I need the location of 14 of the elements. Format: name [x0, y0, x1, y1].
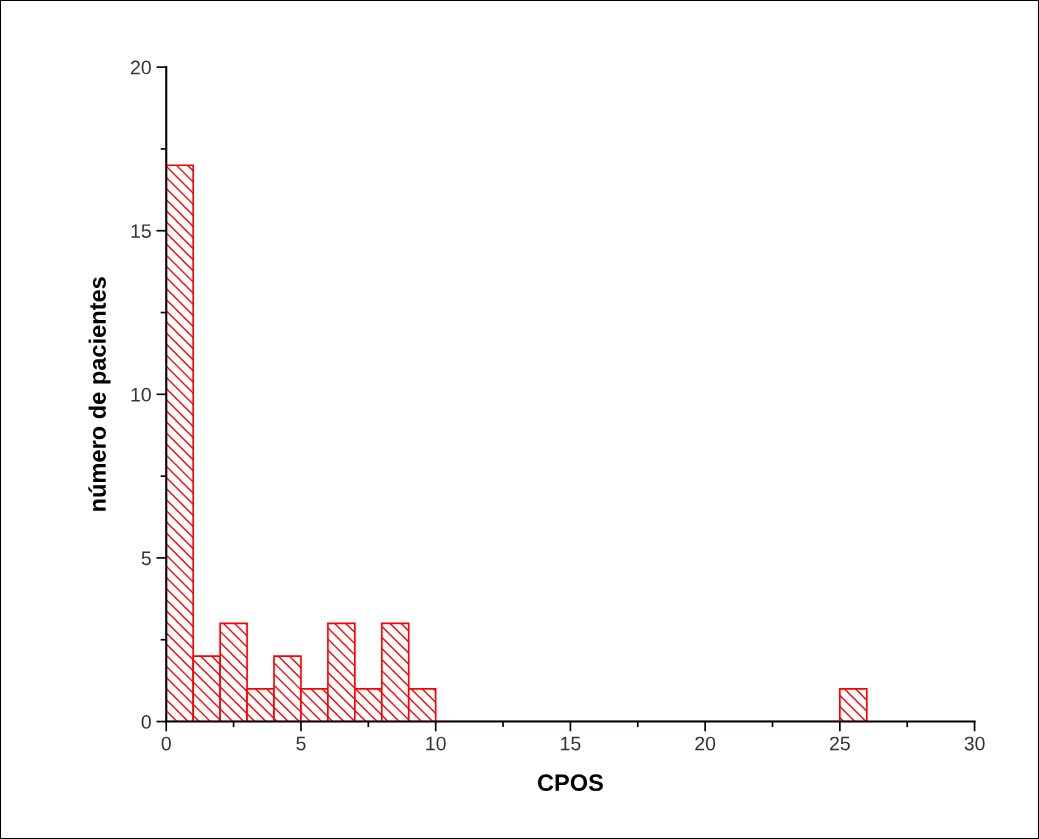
x-tick-label: 5: [296, 736, 306, 751]
x-tick-label: 0: [161, 736, 171, 751]
y-tick-label: 15: [131, 224, 151, 238]
x-tick-label: 15: [561, 736, 581, 751]
y-tick-label: 20: [131, 60, 151, 75]
x-tick-label: 30: [964, 736, 985, 751]
y-tick-label: 5: [141, 551, 151, 566]
x-axis-title: CPOS: [537, 774, 603, 792]
y-tick-label: 0: [141, 715, 151, 729]
x-tick-label: 25: [830, 736, 850, 751]
x-tick-label: 20: [695, 736, 716, 751]
y-tick-label: 10: [131, 387, 151, 402]
x-tick-label: 10: [426, 736, 446, 751]
y-axis-title: número de pacientes: [88, 277, 111, 511]
